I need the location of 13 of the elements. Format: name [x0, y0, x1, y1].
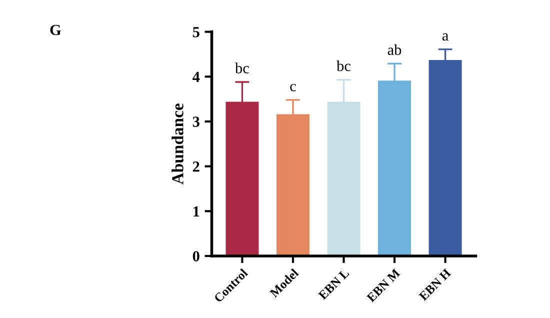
annotation: c — [290, 84, 296, 92]
y-tick-label: 2 — [192, 162, 200, 172]
y-tick-label: 0 — [192, 251, 200, 262]
y-tick-label: 5 — [192, 27, 200, 38]
annotation: a — [442, 33, 448, 41]
y-tick-label: 4 — [192, 72, 200, 82]
y-tick-label: 3 — [192, 116, 200, 127]
annotation: bc — [235, 62, 249, 74]
y-axis-title: Abundance — [172, 104, 184, 184]
text: G — [50, 24, 61, 36]
annotation: ab — [388, 44, 402, 55]
annotation: bc — [336, 60, 350, 72]
y-tick-label: 1 — [194, 206, 200, 216]
